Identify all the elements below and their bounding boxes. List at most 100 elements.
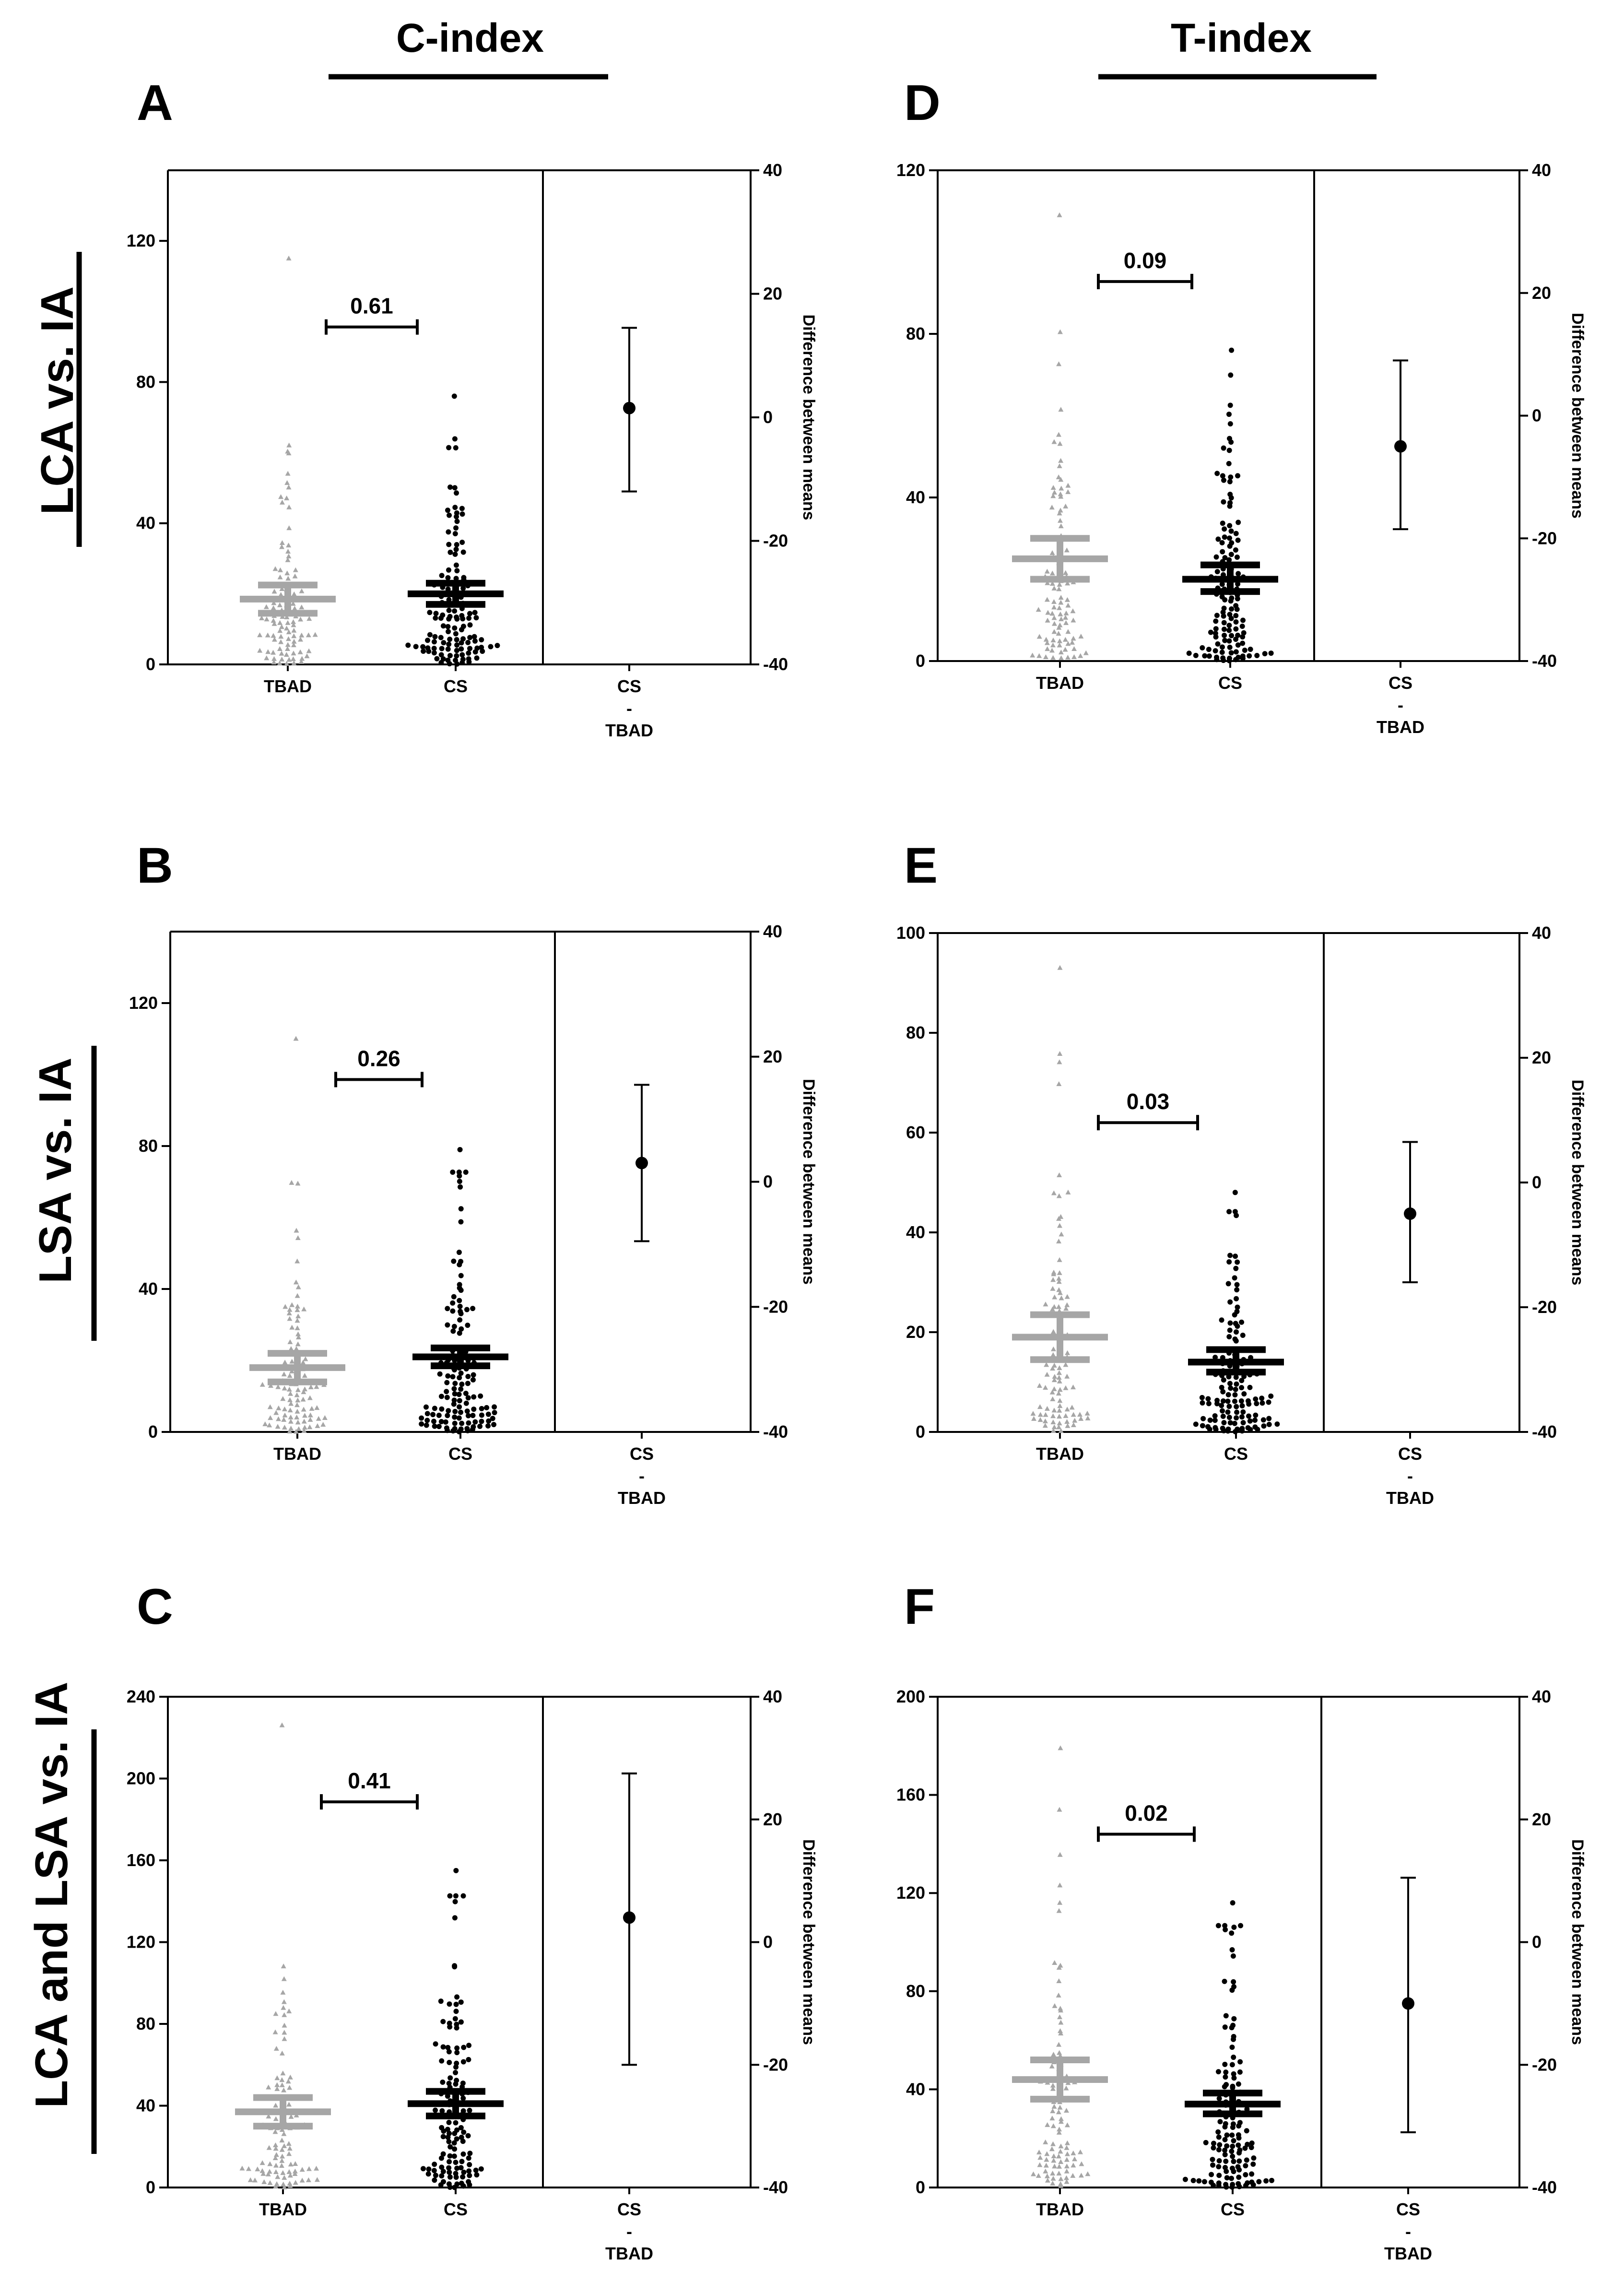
y2-tick-label: 0 — [763, 407, 773, 427]
tbad-point — [272, 2142, 278, 2147]
cs-point — [461, 2129, 467, 2135]
cs-point — [1217, 2119, 1223, 2125]
y-tick-label: 120 — [896, 160, 925, 180]
cs-point — [1193, 1421, 1199, 1427]
y2-tick-label: 40 — [763, 160, 782, 180]
cs-point — [1227, 421, 1233, 427]
cs-point — [1249, 2171, 1255, 2177]
cs-point — [1245, 2180, 1250, 2186]
cs-point — [1213, 626, 1219, 632]
tbad-point — [1085, 2171, 1091, 2176]
cs-point — [1237, 2120, 1243, 2126]
cs-point — [446, 629, 451, 635]
tbad-point — [280, 1396, 286, 1401]
cs-point — [1226, 557, 1232, 563]
cs-point — [446, 1408, 451, 1414]
tbad-point — [272, 566, 278, 571]
tbad-point — [308, 1384, 314, 1390]
cs-point — [446, 529, 451, 535]
x-category-label: CS — [444, 676, 468, 696]
tbad-point — [291, 633, 297, 638]
cs-point — [458, 2125, 464, 2130]
tbad-point — [304, 653, 310, 659]
tbad-point — [1045, 646, 1050, 651]
cs-point — [460, 2108, 466, 2114]
tbad-point — [293, 2161, 298, 2166]
cs-point — [1212, 1425, 1218, 1431]
tbad-point — [1057, 1378, 1062, 1383]
cs-point — [1200, 645, 1205, 650]
cs-point — [1229, 2132, 1235, 2138]
panel-d: D 0 40 80 120 -40 -20 0 20 40 Difference between m… — [896, 75, 1587, 737]
cs-point — [1227, 612, 1233, 617]
cs-point — [1238, 1398, 1244, 1404]
cs-point — [1222, 638, 1228, 643]
cs-point — [1230, 2022, 1236, 2028]
cs-point — [1230, 2153, 1236, 2159]
y-tick-label: 40 — [906, 487, 925, 507]
cs-point — [447, 2159, 452, 2164]
cs-point — [1234, 1287, 1240, 1293]
tbad-point — [1050, 2108, 1056, 2114]
tbad-point — [284, 646, 290, 651]
cs-point — [470, 1306, 476, 1312]
cs-point — [459, 2180, 464, 2186]
cs-point — [1220, 1398, 1226, 1404]
tbad-point — [286, 2151, 292, 2156]
tbad-point — [284, 626, 290, 631]
tbad-point — [1058, 2181, 1063, 2187]
cs-point — [420, 2166, 426, 2172]
cs-point — [457, 1398, 462, 1404]
tbad-point — [286, 1310, 292, 1315]
tbad-point — [274, 2086, 280, 2091]
cs-point — [471, 1394, 477, 1400]
cs-point — [454, 542, 459, 547]
tbad-point — [1051, 1386, 1057, 1391]
cs-point — [451, 1401, 457, 1407]
tbad-point — [1056, 1908, 1062, 1913]
cs-point — [458, 1370, 464, 1376]
tbad-point — [1063, 615, 1069, 620]
y-tick-label: 0 — [146, 2177, 155, 2197]
cs-point — [471, 1407, 477, 1412]
cs-point — [1221, 605, 1227, 611]
tbad-point — [252, 2177, 258, 2183]
difference-label: TBAD — [618, 1488, 666, 1508]
cs-point — [431, 1419, 437, 1424]
tbad-point — [1057, 605, 1062, 610]
tbad-point — [271, 650, 276, 655]
cs-point — [1266, 1421, 1272, 1427]
cs-point — [1220, 655, 1226, 661]
y2-tick-label: -20 — [1532, 2055, 1557, 2074]
cs-point — [440, 2134, 446, 2140]
column-title-c-index: C-index — [396, 15, 544, 60]
cs-point — [1219, 594, 1225, 600]
tbad-point — [1049, 505, 1055, 510]
cs-point — [440, 2019, 446, 2024]
cs-point — [467, 635, 473, 640]
x-category-label: CS — [444, 2199, 468, 2219]
cs-point — [1231, 2159, 1236, 2164]
tbad-point — [294, 1325, 300, 1330]
tbad-point — [1042, 1418, 1048, 1423]
cs-point — [1231, 2016, 1237, 2022]
tbad-point — [285, 557, 291, 562]
cs-point — [1239, 1378, 1245, 1383]
cs-point — [1229, 2062, 1235, 2068]
cs-point — [1232, 1398, 1237, 1404]
tbad-point — [1050, 1346, 1056, 1351]
cs-point — [447, 1893, 453, 1899]
cs-point — [1246, 1413, 1252, 1419]
y-tick-label: 80 — [139, 1136, 158, 1156]
tbad-point — [1036, 634, 1042, 639]
cs-point — [1261, 1423, 1267, 1429]
tbad-point — [1058, 2176, 1064, 2181]
cs-point — [1240, 640, 1246, 646]
cs-point — [1196, 2178, 1202, 2184]
cs-point — [1216, 2164, 1222, 2170]
cs-point — [1241, 630, 1247, 636]
cs-point — [1252, 1418, 1258, 1423]
cs-point — [453, 658, 459, 663]
cs-point — [427, 632, 433, 638]
tbad-point — [288, 1414, 294, 1419]
